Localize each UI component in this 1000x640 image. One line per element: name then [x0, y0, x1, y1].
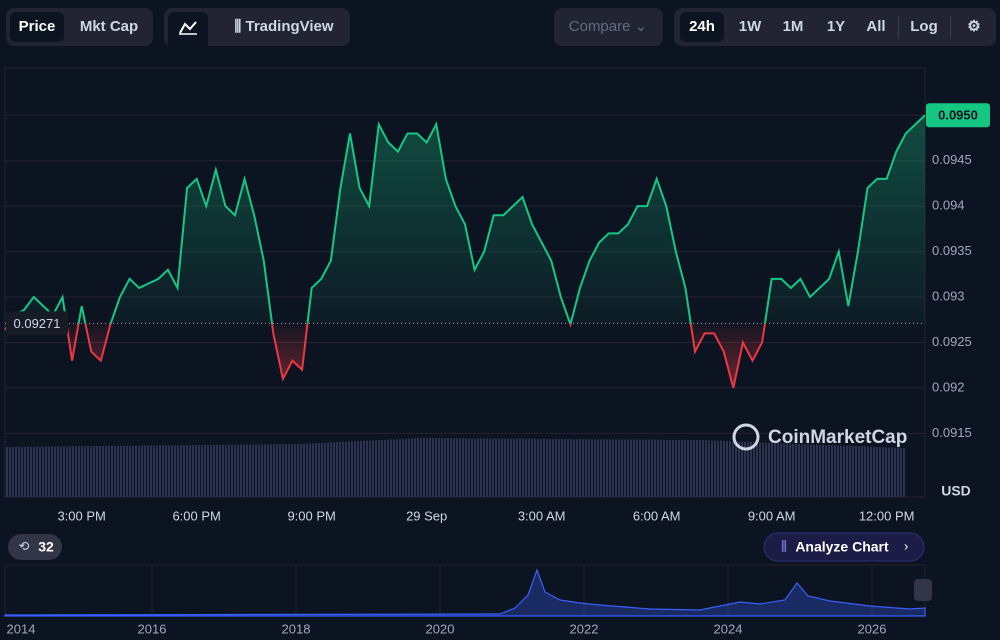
x-tick-label: 12:00 PM [859, 508, 915, 523]
watermark: CoinMarketCap [732, 423, 907, 451]
year-label: 2022 [570, 621, 599, 636]
tradingview-button[interactable]: ⫼ TradingView [234, 18, 334, 35]
analyze-icon: ⫼ [781, 538, 787, 553]
price-button[interactable]: Price [10, 12, 64, 42]
analyze-pill[interactable] [763, 532, 925, 562]
y-tick-label: 0.0925 [932, 334, 972, 349]
x-tick-label: 6:00 PM [172, 508, 220, 523]
range-button[interactable]: 1Y [826, 18, 846, 35]
baseline-label: 0.09271 [14, 316, 61, 331]
analyze-label[interactable]: Analyze Chart [795, 539, 889, 555]
baseline-badge [6, 311, 68, 336]
x-tick-label: 9:00 PM [287, 508, 335, 523]
count-pill[interactable] [8, 534, 62, 560]
compare-label: Compare [568, 18, 631, 35]
overview-line [4, 568, 926, 617]
chevron: › [904, 538, 908, 553]
range-button[interactable]: All [866, 18, 886, 35]
settings-button[interactable]: ⚙ [967, 18, 981, 35]
line-icon [179, 21, 197, 35]
x-tick-label: 6:00 AM [633, 508, 681, 523]
history-icon: ⟲ [19, 538, 30, 553]
watermark-text: CoinMarketCap [768, 427, 907, 448]
x-tick-label: 29 Sep [406, 508, 447, 523]
count: 32 [38, 539, 54, 555]
overview-grid [151, 565, 873, 616]
divider [950, 16, 951, 38]
volume-band [5, 438, 905, 497]
year-label: 2020 [426, 621, 455, 636]
y-tick-label: 0.093 [932, 288, 965, 303]
y-tick-label: 0.0915 [932, 425, 972, 440]
range-button[interactable]: 1M [782, 18, 804, 35]
line-button[interactable] [168, 12, 208, 53]
year-label: 2018 [282, 621, 311, 636]
divider [898, 16, 899, 38]
price-line [4, 114, 926, 389]
mkt-cap-button[interactable]: Mkt Cap [79, 18, 139, 35]
y-tick-label: 0.0935 [932, 243, 972, 258]
y-tick-label: 0.094 [932, 198, 965, 213]
range-button[interactable]: 24h [680, 12, 724, 42]
range-group [674, 8, 996, 46]
price-area [5, 115, 925, 388]
overview-handle[interactable] [914, 579, 932, 601]
compare-button[interactable]: Compare ⌄ [568, 18, 648, 35]
year-label: 2016 [138, 621, 167, 636]
year-label: 2014 [7, 621, 36, 636]
price-badge [926, 103, 990, 128]
x-tick-label: 3:00 PM [57, 508, 105, 523]
year-label: 2026 [858, 621, 887, 636]
tradingview-label: TradingView [245, 18, 334, 35]
compare-box[interactable] [554, 8, 663, 46]
year-label: 2024 [714, 621, 743, 636]
x-tick-label: 3:00 AM [518, 508, 566, 523]
price-badge-label: 0.0950 [938, 108, 978, 123]
y-tick-label: 0.0945 [932, 152, 972, 167]
range-button[interactable]: 1W [738, 18, 762, 35]
y-axis-label: USD [941, 483, 971, 499]
y-tick-label: 0.092 [932, 379, 965, 394]
x-tick-label: 9:00 AM [748, 508, 796, 523]
log-button[interactable]: Log [910, 18, 938, 35]
